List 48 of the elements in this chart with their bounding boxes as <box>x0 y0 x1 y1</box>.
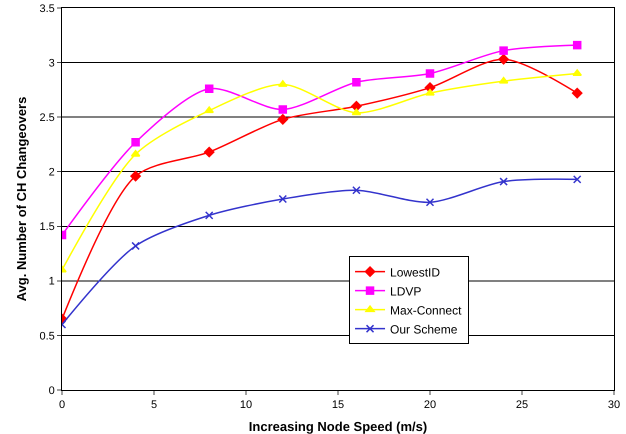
y-tick-label: 1.5 <box>40 221 55 234</box>
point <box>352 186 361 195</box>
point <box>352 108 362 116</box>
y-axis-title: Avg. Number of CH Changeovers <box>14 96 29 302</box>
point <box>278 80 288 87</box>
x-tick-label: 30 <box>608 399 620 412</box>
point <box>426 198 434 207</box>
point <box>204 106 214 114</box>
legend-label: LowestID <box>390 265 440 280</box>
point <box>204 84 214 94</box>
point <box>204 211 214 220</box>
point <box>131 242 140 250</box>
point <box>426 69 434 78</box>
y-tick-label: 2 <box>48 166 55 179</box>
x-tick-label: 25 <box>516 399 528 412</box>
point <box>130 170 141 182</box>
point <box>278 194 288 204</box>
point <box>572 88 582 98</box>
point <box>498 54 509 65</box>
x-tick-label: 0 <box>58 399 66 412</box>
point <box>131 138 140 146</box>
legend-label: LDVP <box>390 284 422 298</box>
point <box>498 76 508 84</box>
point <box>351 100 362 112</box>
x-tick-label: 10 <box>240 399 252 412</box>
point <box>572 175 582 184</box>
x-tick-label: 15 <box>332 399 344 412</box>
point <box>352 78 361 86</box>
y-tick-label: 3 <box>48 57 55 70</box>
point <box>278 105 288 114</box>
legend-label: Our Scheme <box>390 322 458 336</box>
point <box>572 69 582 76</box>
legend-label: Max-Connect <box>390 303 462 318</box>
point <box>499 46 508 55</box>
y-tick-label: 3.5 <box>40 2 55 15</box>
x-tick-label: 20 <box>424 399 436 412</box>
y-tick-label: 1 <box>48 276 55 288</box>
y-tick-label: 2.5 <box>40 112 55 124</box>
y-tick-label: 0 <box>48 384 55 397</box>
point <box>499 177 508 186</box>
point <box>130 150 140 157</box>
point <box>204 146 214 158</box>
point <box>572 40 582 50</box>
point <box>278 114 288 125</box>
point <box>425 88 435 96</box>
y-tick-label: 0.5 <box>40 330 55 342</box>
x-axis-title: Increasing Node Speed (m/s) <box>248 419 428 434</box>
x-tick-label: 5 <box>150 399 158 412</box>
